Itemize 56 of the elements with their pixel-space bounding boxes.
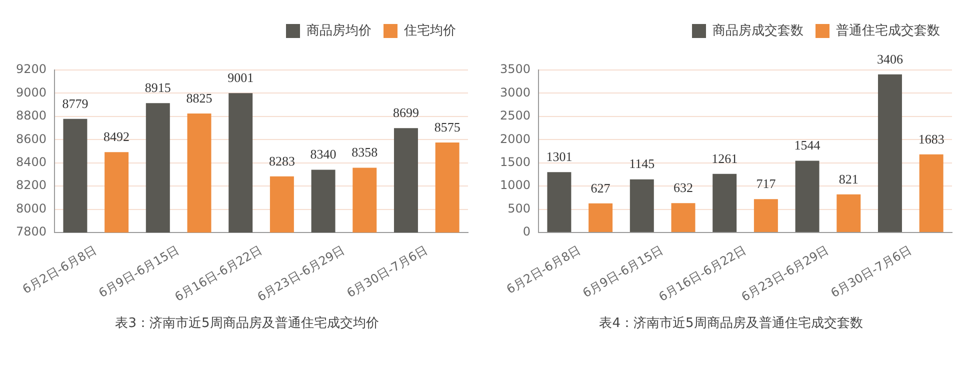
data-label: 8340 bbox=[310, 146, 336, 162]
bar bbox=[630, 179, 654, 232]
y-tick-label: 3000 bbox=[500, 85, 531, 100]
data-label: 1145 bbox=[629, 156, 655, 172]
data-label: 8358 bbox=[352, 144, 378, 160]
x-tick-label: 6月30日-7月6日 bbox=[828, 242, 914, 300]
data-label: 717 bbox=[756, 176, 776, 192]
data-label: 821 bbox=[838, 171, 858, 186]
y-tick-label: 9000 bbox=[16, 85, 47, 100]
text: 表3：济南市近5周商品房及普通住宅成交均价 bbox=[114, 314, 380, 332]
y-tick-label: 2000 bbox=[500, 132, 531, 146]
y-tick-label: 8000 bbox=[16, 201, 47, 216]
legend-label: 商品房均价 bbox=[306, 22, 372, 38]
bar bbox=[795, 160, 820, 232]
y-tick-label: 500 bbox=[508, 201, 531, 216]
y-tick-label: 9200 bbox=[16, 62, 47, 76]
bar bbox=[547, 172, 572, 232]
bar bbox=[588, 203, 613, 232]
data-label: 8825 bbox=[186, 90, 212, 106]
y-tick-label: 7800 bbox=[16, 224, 47, 239]
data-label: 8915 bbox=[144, 80, 171, 95]
data-label: 8699 bbox=[392, 105, 419, 120]
data-label: 1301 bbox=[546, 148, 572, 164]
y-tick-label: 3500 bbox=[500, 62, 531, 76]
y-tick-label: 1500 bbox=[500, 154, 531, 169]
bar bbox=[754, 199, 778, 232]
data-label: 8492 bbox=[104, 129, 130, 144]
data-label: 3406 bbox=[876, 51, 904, 66]
data-label: 627 bbox=[590, 180, 611, 196]
bar bbox=[878, 74, 902, 232]
data-label: 9001 bbox=[228, 70, 254, 86]
y-tick-label: 8600 bbox=[16, 132, 47, 146]
y-tick-label: 8400 bbox=[16, 154, 47, 169]
data-label: 1544 bbox=[794, 138, 821, 153]
x-tick-label: 6月2日-6月8日 bbox=[20, 242, 99, 296]
data-label: 8575 bbox=[434, 119, 460, 134]
bar bbox=[712, 174, 737, 232]
y-tick-label: 8800 bbox=[16, 108, 47, 123]
y-tick-label: 1000 bbox=[500, 178, 531, 192]
data-label: 8283 bbox=[268, 153, 295, 168]
data-label: 8779 bbox=[62, 96, 88, 111]
bar bbox=[671, 203, 696, 232]
y-tick-label: 0 bbox=[522, 224, 531, 239]
data-label: 1683 bbox=[918, 131, 944, 146]
legend-label: 商品房成交套数 bbox=[712, 22, 804, 38]
x-tick-label: 6月2日-6月8日 bbox=[504, 242, 583, 296]
bar bbox=[919, 154, 944, 232]
legend-label: 住宅均价 bbox=[403, 22, 456, 38]
data-label: 632 bbox=[674, 180, 693, 196]
data-label: 1261 bbox=[712, 150, 738, 166]
bar bbox=[836, 194, 861, 232]
x-tick-label: 6月30日-7月6日 bbox=[344, 242, 430, 300]
legend-label: 普通住宅成交套数 bbox=[836, 22, 940, 38]
y-tick-label: 8200 bbox=[16, 178, 47, 192]
y-tick-label: 2500 bbox=[500, 108, 531, 123]
text: 表4：济南市近5周商品房及普通住宅成交套数 bbox=[598, 314, 864, 332]
